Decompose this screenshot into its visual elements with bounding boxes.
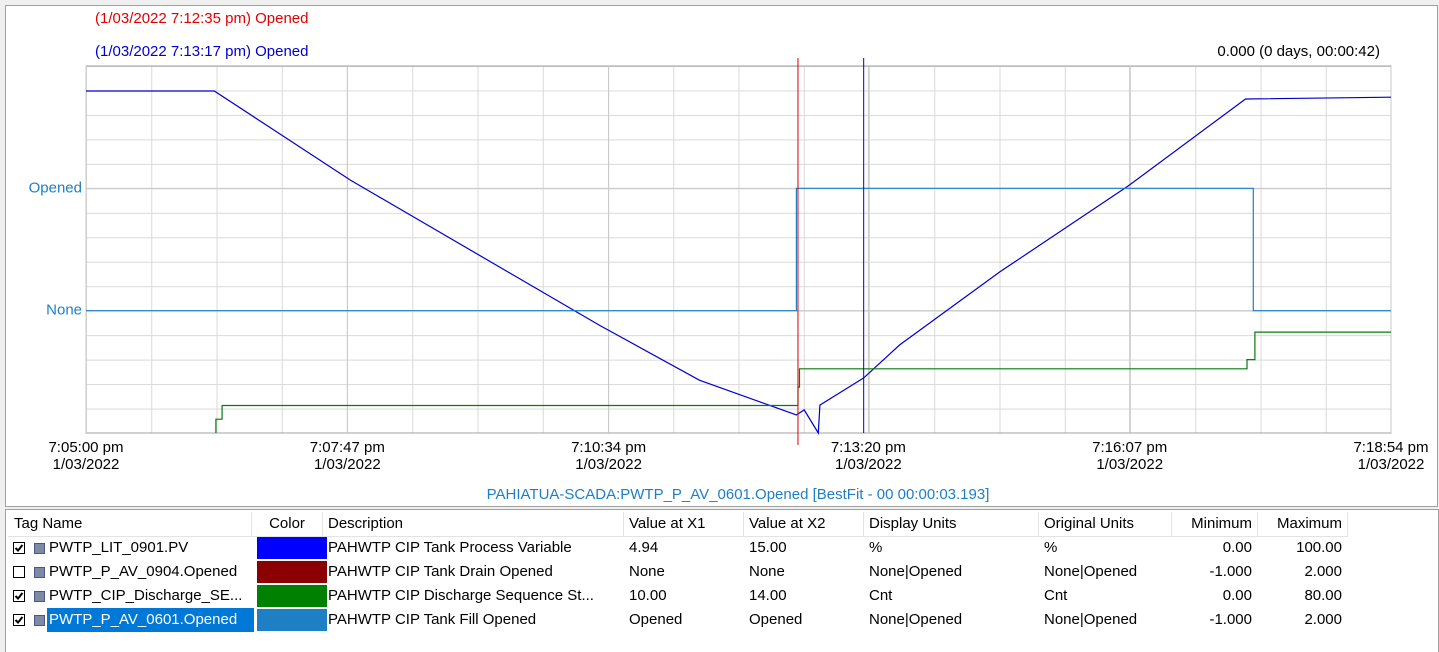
checkbox[interactable] <box>13 542 26 555</box>
checkbox[interactable] <box>13 566 26 579</box>
cursor-label: (1/03/2022 7:13:17 pm) Opened <box>95 43 309 60</box>
table-cell: None|Opened <box>1044 611 1138 628</box>
table-cell: 4.94 <box>629 539 659 556</box>
table-cell: Opened <box>629 611 683 628</box>
x-tick-label: 7:13:20 pm <box>831 439 906 456</box>
table-cell: 10.00 <box>629 587 667 604</box>
table-cell: Opened <box>749 611 803 628</box>
table-cell: % <box>869 539 883 556</box>
table-cell: 14.00 <box>749 587 787 604</box>
x-tick-label: 7:16:07 pm <box>1092 439 1167 456</box>
color-swatch <box>257 561 327 583</box>
table-cell: None|Opened <box>869 563 963 580</box>
table-cell: None <box>749 563 785 580</box>
cursor-delta: 0.000 (0 days, 00:00:42) <box>1217 43 1380 60</box>
tag-icon <box>34 543 45 554</box>
checkmark <box>14 544 24 552</box>
tag-name[interactable]: PWTP_CIP_Discharge_SE... <box>49 587 243 604</box>
tag-name[interactable]: PWTP_P_AV_0601.Opened <box>47 608 254 632</box>
column-header: Value at X1 <box>623 512 744 537</box>
checkbox[interactable] <box>13 614 26 627</box>
x-tick-label: 7:18:54 pm <box>1353 439 1428 456</box>
table-cell: 0.00 <box>1222 539 1252 556</box>
x-tick-date: 1/03/2022 <box>835 456 902 473</box>
column-header: Color <box>251 512 323 537</box>
status-bar: PAHIATUA-SCADA:PWTP_P_AV_0601.Opened [Be… <box>487 486 990 503</box>
tag-name[interactable]: PWTP_LIT_0901.PV <box>49 539 189 556</box>
table-cell: PAHWTP CIP Tank Drain Opened <box>328 563 553 580</box>
checkbox-box <box>13 566 25 578</box>
table-cell: None|Opened <box>869 611 963 628</box>
table-cell: 15.00 <box>749 539 787 556</box>
column-header: Tag Name <box>8 512 252 537</box>
checkmark <box>14 592 24 600</box>
column-header: Maximum <box>1257 512 1348 537</box>
table-cell: Cnt <box>869 587 893 604</box>
column-header: Value at X2 <box>743 512 864 537</box>
trend-line <box>215 331 1391 433</box>
table-cell: 2.000 <box>1304 611 1342 628</box>
x-tick-label: 7:05:00 pm <box>48 439 123 456</box>
table-cell: -1.000 <box>1209 611 1252 628</box>
column-header: Original Units <box>1038 512 1172 537</box>
table-cell: None <box>629 563 665 580</box>
table-cell: None|Opened <box>1044 563 1138 580</box>
x-tick-date: 1/03/2022 <box>1096 456 1163 473</box>
tag-icon <box>34 567 45 578</box>
table-cell: % <box>1044 539 1058 556</box>
x-tick-label: 7:07:47 pm <box>310 439 385 456</box>
table-cell: 80.00 <box>1304 587 1342 604</box>
x-tick-label: 7:10:34 pm <box>571 439 646 456</box>
y-tick-label: Opened <box>29 179 82 196</box>
trend-line <box>86 187 1391 312</box>
column-header: Display Units <box>863 512 1039 537</box>
x-tick-date: 1/03/2022 <box>314 456 381 473</box>
tag-name[interactable]: PWTP_P_AV_0904.Opened <box>49 563 238 580</box>
table-cell: PAHWTP CIP Discharge Sequence St... <box>328 587 594 604</box>
trend-chart: 0.000 (0 days, 00:00:42) PAHIATUA-SCADA:… <box>5 5 1438 507</box>
table-cell: 2.000 <box>1304 563 1342 580</box>
x-tick-date: 1/03/2022 <box>53 456 120 473</box>
table-cell: PAHWTP CIP Tank Fill Opened <box>328 611 537 628</box>
trend-line <box>86 90 1392 435</box>
color-swatch <box>257 609 327 631</box>
checkbox[interactable] <box>13 590 26 603</box>
table-cell: PAHWTP CIP Tank Process Variable <box>328 539 572 556</box>
table-cell: Cnt <box>1044 587 1068 604</box>
color-swatch <box>257 537 327 559</box>
color-swatch <box>257 585 327 607</box>
checkmark <box>14 616 24 624</box>
cursor-label: (1/03/2022 7:12:35 pm) Opened <box>95 10 309 27</box>
tag-icon <box>34 591 45 602</box>
column-header: Description <box>322 512 624 537</box>
table-cell: 100.00 <box>1296 539 1342 556</box>
y-tick-label: None <box>46 302 82 319</box>
column-header: Minimum <box>1171 512 1258 537</box>
tag-icon <box>34 615 45 626</box>
tag-table: Tag Name Color Description Value at X1 Value… <box>5 509 1439 652</box>
x-tick-date: 1/03/2022 <box>575 456 642 473</box>
table-cell: 0.00 <box>1222 587 1252 604</box>
x-tick-date: 1/03/2022 <box>1358 456 1425 473</box>
table-cell: -1.000 <box>1209 563 1252 580</box>
plot-area <box>85 65 1392 434</box>
